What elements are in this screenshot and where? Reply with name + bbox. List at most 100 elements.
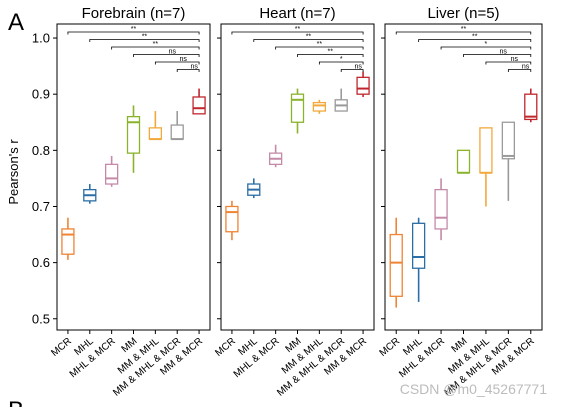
box-mhl xyxy=(247,178,261,199)
box-body xyxy=(389,233,403,297)
significance-label: ** xyxy=(131,26,137,33)
y-tick-label: 1.0 xyxy=(32,31,50,46)
x-tick-label: MCR xyxy=(213,336,238,359)
significance-label: ** xyxy=(328,49,334,56)
significance-bracket: ns xyxy=(340,64,364,72)
box-mm-and-mcr xyxy=(192,88,206,115)
box-mm-and-mcr xyxy=(524,88,538,123)
x-tick-label: MCR xyxy=(378,336,403,359)
significance-label: ** xyxy=(461,26,467,33)
significance-bracket: ** xyxy=(89,34,200,42)
bracket-line xyxy=(133,54,200,57)
bracket-line xyxy=(89,39,200,42)
bracket-line xyxy=(67,31,200,35)
bracket-line xyxy=(253,39,364,42)
y-tick-label: 0.5 xyxy=(32,311,50,326)
significance-bracket: ** xyxy=(275,41,364,50)
significance-label: * xyxy=(340,56,343,63)
significance-label: ** xyxy=(472,34,478,41)
bracket-line xyxy=(395,31,532,35)
significance-label: ns xyxy=(169,49,177,56)
panels-group: Forebrain (n=7)0.50.60.70.80.91.0MCRMHLM… xyxy=(32,5,543,399)
panel-letter-a: A xyxy=(8,9,24,36)
panel-title: Forebrain (n=7) xyxy=(82,5,186,22)
significance-bracket: ** xyxy=(395,26,532,35)
bracket-line xyxy=(111,46,200,50)
box-body xyxy=(126,115,141,154)
box-body xyxy=(192,96,206,115)
box-mm-and-mhl-and-mcr xyxy=(501,121,516,201)
box-mcr xyxy=(389,217,403,308)
significance-bracket: ns xyxy=(133,49,200,57)
box-body xyxy=(434,188,448,230)
box-mm xyxy=(126,105,141,173)
significance-label: ** xyxy=(295,26,301,33)
bracket-line xyxy=(340,69,364,72)
box-mhl-and-mcr xyxy=(434,178,448,241)
box-mm-and-mhl xyxy=(148,111,163,141)
panel-title: Heart (n=7) xyxy=(259,5,335,22)
box-body xyxy=(479,127,493,174)
box-body xyxy=(356,76,370,95)
box-mcr xyxy=(61,217,75,260)
significance-bracket: ns xyxy=(485,56,532,65)
box-mm-and-mhl xyxy=(479,127,493,207)
box-mm-and-mhl xyxy=(312,99,327,114)
bracket-line xyxy=(440,46,532,50)
significance-label: ns xyxy=(499,49,507,56)
box-mm-and-mhl-and-mcr xyxy=(170,111,184,141)
box-mm-and-mcr xyxy=(356,71,370,97)
y-axis-label: Pearson's r xyxy=(6,139,21,205)
box-mm-and-mhl-and-mcr xyxy=(334,88,348,112)
box-body xyxy=(411,222,426,269)
box-mhl xyxy=(83,184,97,204)
significance-label: * xyxy=(485,41,488,48)
significance-bracket: ** xyxy=(231,26,364,35)
significance-label: ** xyxy=(317,41,323,48)
significance-label: ns xyxy=(511,56,519,63)
box-body xyxy=(225,205,239,233)
box-body xyxy=(524,93,538,121)
y-tick-label: 0.8 xyxy=(32,143,50,158)
significance-bracket: ns xyxy=(463,49,532,57)
panel-title: Liver (n=5) xyxy=(427,5,499,22)
significance-label: ns xyxy=(354,64,362,71)
significance-label: ** xyxy=(142,34,148,41)
significance-bracket: ns xyxy=(154,56,200,65)
bracket-line xyxy=(297,54,364,57)
significance-bracket: ns xyxy=(507,64,532,72)
box-body xyxy=(104,163,119,185)
significance-bracket: * xyxy=(318,56,364,65)
box-body xyxy=(61,228,75,255)
watermark-text: CSDN @m0_45267771 xyxy=(400,381,548,397)
box-mhl xyxy=(411,217,426,302)
significance-bracket: ** xyxy=(111,41,200,50)
panel-letter-b: B xyxy=(8,397,24,407)
bracket-line xyxy=(275,46,364,50)
box-body xyxy=(148,127,163,140)
significance-label: ** xyxy=(306,34,312,41)
significance-bracket: ** xyxy=(418,34,532,42)
box-body xyxy=(501,121,516,160)
significance-label: ns xyxy=(190,64,198,71)
box-body xyxy=(170,124,184,140)
bracket-line xyxy=(318,61,364,65)
significance-bracket: * xyxy=(440,41,532,50)
y-tick-label: 0.7 xyxy=(32,199,50,214)
box-mhl-and-mcr xyxy=(104,155,119,187)
bracket-line xyxy=(463,54,532,57)
bracket-line xyxy=(231,31,364,35)
box-body xyxy=(290,93,305,123)
significance-bracket: ** xyxy=(297,49,364,57)
y-tick-label: 0.6 xyxy=(32,255,50,270)
bracket-line xyxy=(154,61,200,65)
significance-label: ns xyxy=(522,64,530,71)
panel-forebrain: Forebrain (n=7)0.50.60.70.80.91.0MCRMHLM… xyxy=(32,5,211,399)
box-body xyxy=(312,101,327,112)
significance-label: ns xyxy=(180,56,188,63)
significance-label: ** xyxy=(153,41,159,48)
bracket-line xyxy=(507,69,532,72)
